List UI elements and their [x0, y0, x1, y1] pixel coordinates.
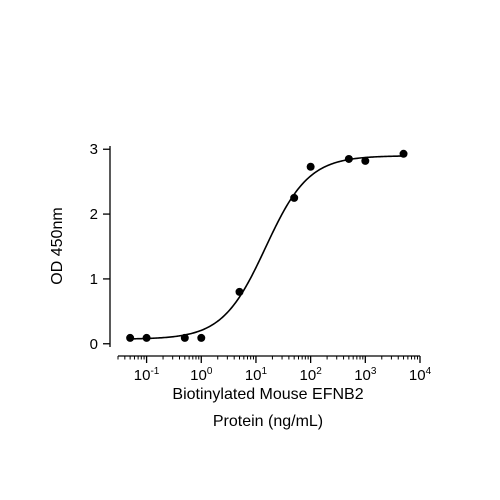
data-point [361, 156, 370, 165]
plot-area [126, 149, 408, 342]
data-point [306, 162, 315, 171]
data-point [399, 149, 408, 158]
x-tick-label: 103 [354, 366, 377, 384]
x-tick-label: 10-1 [134, 366, 160, 384]
x-tick-label: 102 [300, 366, 323, 384]
x-tick-label: 100 [190, 366, 213, 384]
x-tick-label: 101 [245, 366, 268, 384]
y-axis-title: OD 450nm [49, 207, 66, 284]
axis-labels: OD 450nm Biotinylated Mouse EFNB2 Protei… [49, 207, 364, 430]
x-axis-title-line-2: Protein (ng/mL) [213, 413, 323, 430]
data-point [180, 333, 189, 342]
fit-curve [130, 155, 404, 340]
y-tick-label: 3 [90, 141, 98, 158]
y-tick-label: 0 [90, 336, 98, 353]
data-point [142, 333, 151, 342]
data-point [197, 333, 206, 342]
x-axis-title-line-1: Biotinylated Mouse EFNB2 [172, 386, 363, 403]
data-point [235, 287, 244, 296]
y-tick-label: 1 [90, 271, 98, 288]
y-tick-label: 2 [90, 206, 98, 223]
axes: 10-1 100 101 102 103 104 0 1 2 3 [90, 141, 432, 384]
data-point [290, 193, 299, 202]
data-point [126, 333, 135, 342]
x-tick-label: 104 [409, 366, 432, 384]
data-point [344, 154, 353, 163]
